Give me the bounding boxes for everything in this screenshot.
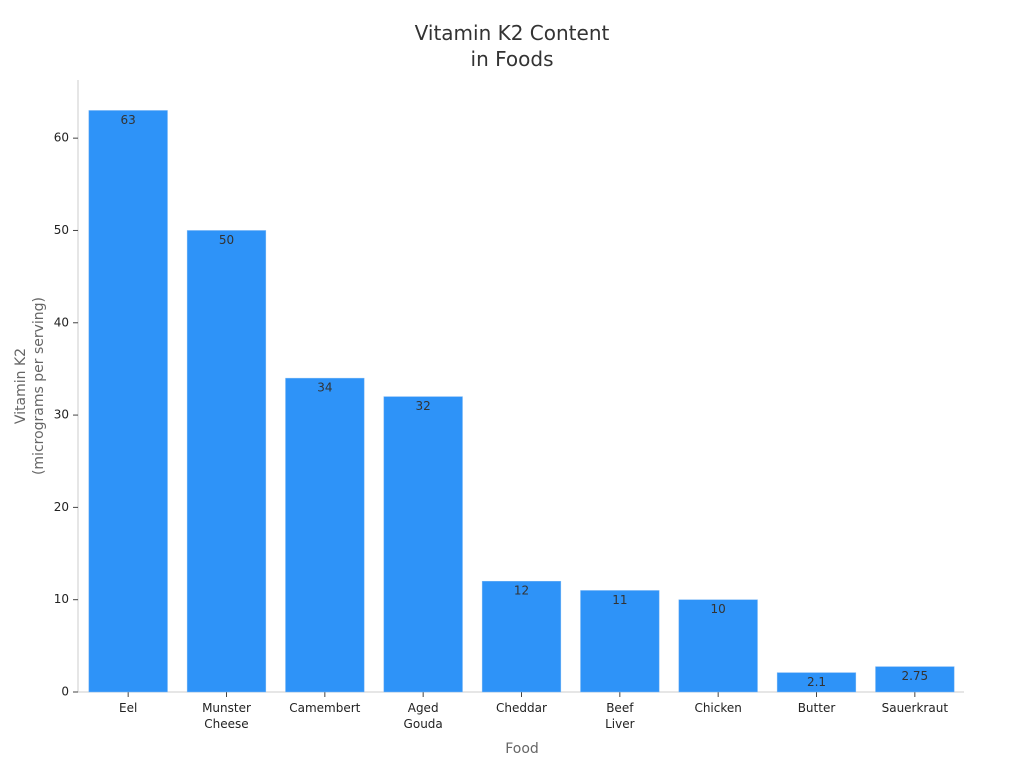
x-tick-label: Eel <box>119 701 138 715</box>
y-tick-label: 60 <box>54 131 69 145</box>
x-tick-label: Sauerkraut <box>881 701 949 715</box>
y-tick-label: 10 <box>54 592 69 606</box>
y-tick-label: 50 <box>54 223 69 237</box>
x-axis-label: Food <box>505 741 539 757</box>
y-tick-label: 30 <box>54 408 69 422</box>
chart-title: Vitamin K2 Content in Foods <box>414 21 610 71</box>
bar <box>678 599 758 693</box>
bar <box>186 230 267 693</box>
bar <box>776 672 857 693</box>
bar <box>580 590 660 693</box>
value-label: 50 <box>219 233 234 247</box>
bar <box>481 580 562 693</box>
y-tick-label: 20 <box>54 500 69 514</box>
x-tick-label: Aged Gouda <box>403 701 443 731</box>
bar <box>383 396 463 693</box>
x-tick-label: Camembert <box>289 701 361 715</box>
x-tick-label: Munster Cheese <box>202 701 251 731</box>
value-label: 63 <box>121 113 136 127</box>
value-label: 12 <box>514 584 529 598</box>
bar <box>285 377 365 693</box>
x-tick-label: Chicken <box>694 701 742 715</box>
x-tick-label: Beef Liver <box>605 701 635 731</box>
x-tick-label: Cheddar <box>496 701 547 715</box>
value-label: 32 <box>416 399 431 413</box>
bar <box>875 666 955 693</box>
value-label: 34 <box>317 381 332 395</box>
y-tick-label: 0 <box>61 685 69 699</box>
x-tick-label: Butter <box>797 701 836 715</box>
value-label: 2.75 <box>901 669 928 683</box>
bar <box>88 110 168 693</box>
value-label: 2.1 <box>807 675 826 689</box>
y-tick-label: 40 <box>54 315 69 329</box>
value-label: 11 <box>612 593 627 607</box>
value-label: 10 <box>711 602 726 616</box>
